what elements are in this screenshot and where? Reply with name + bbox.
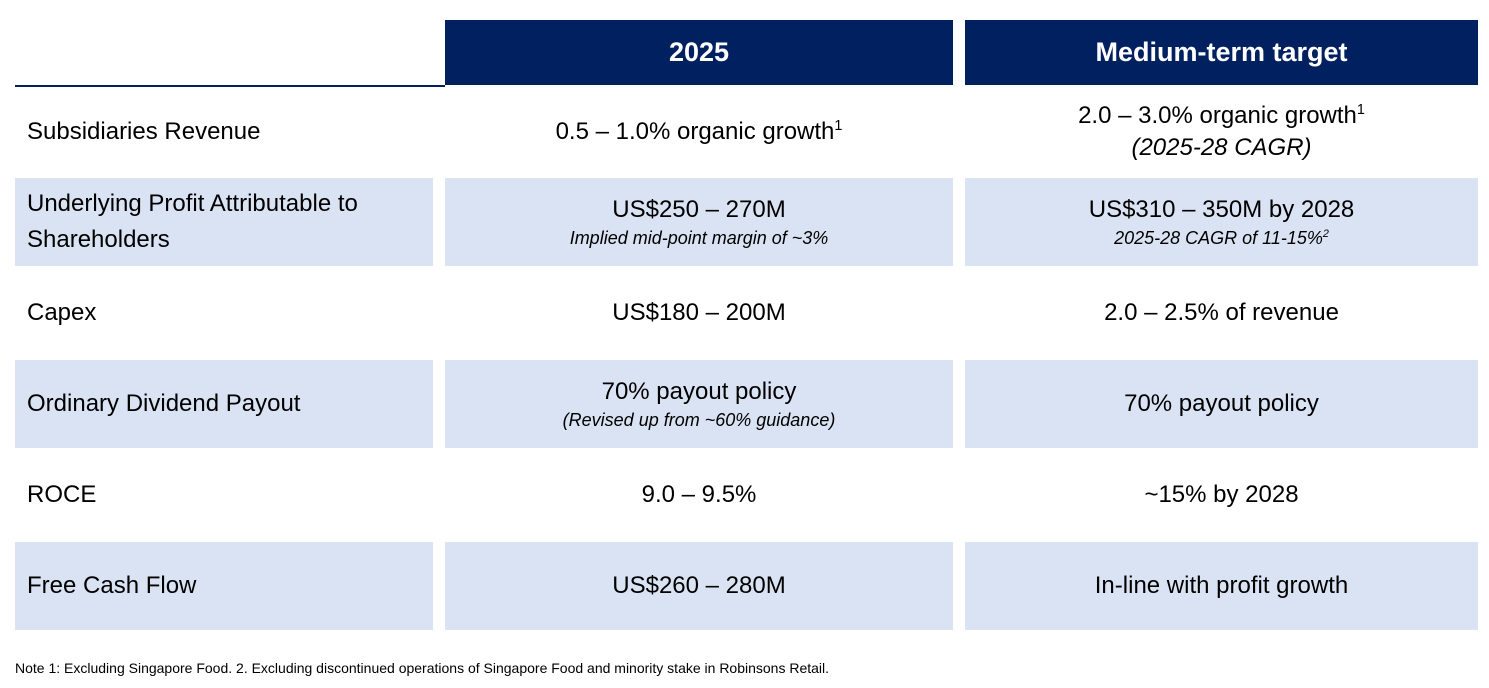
footnote-ref: 1: [834, 117, 843, 134]
cell-main-line: In-line with profit growth: [1095, 570, 1348, 602]
cell-main-line: 2.0 – 3.0% organic growth1: [1078, 100, 1365, 132]
cell-note-line: 2025-28 CAGR of 11-15%2: [1114, 226, 1329, 250]
cell-main: 2.0 – 2.5% of revenue: [1104, 298, 1339, 326]
footnote: Note 1: Excluding Singapore Food. 2. Exc…: [15, 660, 830, 676]
cell-main-line: 2.0 – 2.5% of revenue: [1104, 297, 1339, 329]
cell: US$260 – 280M: [445, 542, 953, 630]
cell-main: 0.5 – 1.0% organic growth: [555, 117, 835, 145]
cell-main: US$310 – 350M by 2028: [1088, 195, 1355, 223]
cell: 9.0 – 9.5%: [445, 451, 953, 539]
column-header: 2025: [445, 20, 953, 85]
cell-main: ~15% by 2028: [1144, 480, 1299, 508]
cell-main: 9.0 – 9.5%: [641, 480, 757, 508]
cell-note: Implied mid-point margin of ~3%: [569, 228, 829, 249]
row-label: Free Cash Flow: [15, 542, 433, 630]
row-label: ROCE: [27, 481, 97, 508]
cell-main-line: US$260 – 280M: [612, 570, 785, 602]
cell-main: US$260 – 280M: [612, 571, 786, 599]
cell-main-line: 70% payout policy: [602, 376, 797, 408]
footnote-ref: 1: [1356, 101, 1365, 118]
cell-note-line: (Revised up from ~60% guidance): [563, 408, 836, 432]
row-label: Ordinary Dividend Payout: [15, 360, 433, 448]
cell: 70% payout policy (Revised up from ~60% g…: [445, 360, 953, 448]
cell-main-line: 0.5 – 1.0% organic growth1: [556, 116, 843, 148]
cell-note-line: Implied mid-point margin of ~3%: [570, 226, 829, 250]
cell: US$310 – 350M by 2028 2025-28 CAGR of 11-…: [965, 178, 1478, 266]
cell: ~15% by 2028: [965, 451, 1478, 539]
cell-note: (2025-28 CAGR): [1131, 134, 1312, 161]
cell: 2.0 – 2.5% of revenue: [965, 269, 1478, 357]
cell: US$180 – 200M: [445, 269, 953, 357]
row-label: Underlying Profit Attributable to Shareh…: [15, 178, 433, 266]
cell-note: 2025-28 CAGR of 11-15%: [1114, 228, 1323, 249]
cell: 2.0 – 3.0% organic growth1 (2025-28 CAGR): [965, 88, 1478, 176]
cell-main-line: ~15% by 2028: [1144, 479, 1298, 511]
cell-main-line: US$180 – 200M: [612, 297, 785, 329]
cell-main: US$250 – 270M: [612, 195, 786, 223]
row-label: Subsidiaries Revenue: [27, 118, 261, 145]
cell: In-line with profit growth: [965, 542, 1478, 630]
footnote-ref: 2: [1322, 228, 1329, 241]
cell-main-line: US$310 – 350M by 2028: [1089, 194, 1355, 226]
column-header: Medium-term target: [965, 20, 1478, 85]
cell-main-line: US$250 – 270M: [612, 194, 785, 226]
cell: 0.5 – 1.0% organic growth1: [445, 88, 953, 176]
cell-main: 70% payout policy: [601, 377, 797, 405]
cell-main: 70% payout policy: [1124, 389, 1319, 417]
cell-main: US$180 – 200M: [612, 298, 786, 326]
cell-main: 2.0 – 3.0% organic growth: [1078, 101, 1357, 129]
cell: 70% payout policy: [965, 360, 1478, 448]
cell: US$250 – 270M Implied mid-point margin of…: [445, 178, 953, 266]
cell-main: In-line with profit growth: [1094, 571, 1349, 599]
cell-note: (Revised up from ~60% guidance): [562, 410, 836, 431]
cell-note-line: (2025-28 CAGR): [1131, 132, 1311, 164]
cell-main-line: 9.0 – 9.5%: [642, 479, 757, 511]
cell-main-line: 70% payout policy: [1124, 388, 1319, 420]
header-rule: [15, 85, 445, 87]
row-label: Capex: [27, 299, 97, 326]
